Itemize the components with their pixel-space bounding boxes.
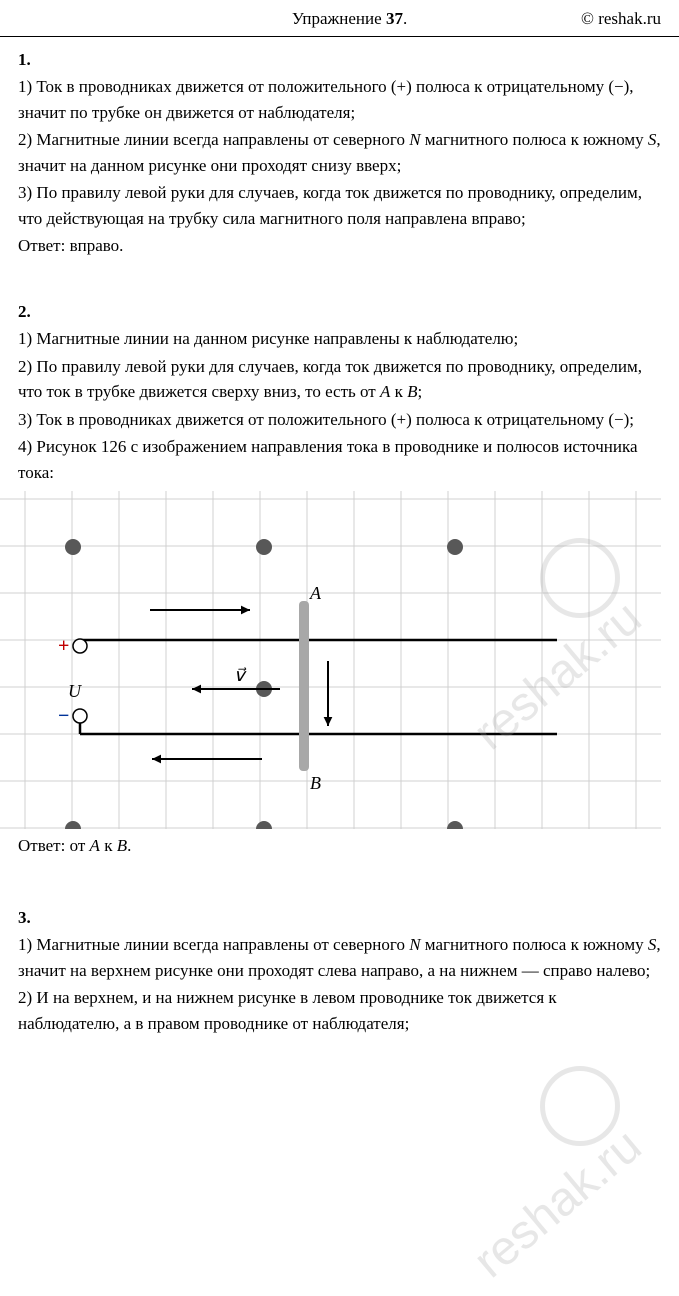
section-2-para-3: 3) Ток в проводниках движется от положит… xyxy=(18,407,661,433)
section-2-para-1: 1) Магнитные линии на данном рисунке нап… xyxy=(18,326,661,352)
page-header: Упражнение 37. © reshak.ru xyxy=(0,0,679,37)
copyright: © reshak.ru xyxy=(581,6,661,32)
svg-text:v⃗: v⃗ xyxy=(234,665,247,685)
section-2-para-2: 2) По правилу левой руки для случаев, ко… xyxy=(18,354,661,405)
svg-text:U: U xyxy=(68,681,82,701)
section-1-answer: Ответ: вправо. xyxy=(18,233,661,259)
watermark-circle xyxy=(540,1066,620,1146)
section-3-content: 3. 1) Магнитные линии всегда направлены … xyxy=(0,859,679,1037)
section-3-para-2: 2) И на верхнем, и на нижнем рисунке в л… xyxy=(18,985,661,1036)
svg-text:B: B xyxy=(310,773,321,793)
section-1-number: 1. xyxy=(18,47,661,73)
circuit-svg: + − U A Bv⃗ xyxy=(0,491,661,829)
main-content: 1. 1) Ток в проводниках движется от поло… xyxy=(0,37,679,486)
section-2-answer: Ответ: от A к B. xyxy=(0,833,679,859)
svg-text:+: + xyxy=(58,635,69,657)
svg-text:−: − xyxy=(58,705,69,727)
section-1-para-1: 1) Ток в проводниках движется от положит… xyxy=(18,74,661,125)
section-1-para-2: 2) Магнитные линии всегда направлены от … xyxy=(18,127,661,178)
title-prefix: Упражнение xyxy=(292,9,386,28)
section-1-para-3: 3) По правилу левой руки для случаев, ко… xyxy=(18,180,661,231)
section-2-para-4: 4) Рисунок 126 с изображением направлени… xyxy=(18,434,661,485)
title-suffix: . xyxy=(403,9,407,28)
section-2-number: 2. xyxy=(18,299,661,325)
section-3-para-1: 1) Магнитные линии всегда направлены от … xyxy=(18,932,661,983)
svg-text:A: A xyxy=(309,583,322,603)
exercise-title: Упражнение 37. xyxy=(18,6,581,32)
section-3-number: 3. xyxy=(18,905,661,931)
title-number: 37 xyxy=(386,9,403,28)
circuit-figure: + − U A Bv⃗ xyxy=(0,491,661,829)
watermark-text: reshak.ru xyxy=(458,1112,658,1296)
